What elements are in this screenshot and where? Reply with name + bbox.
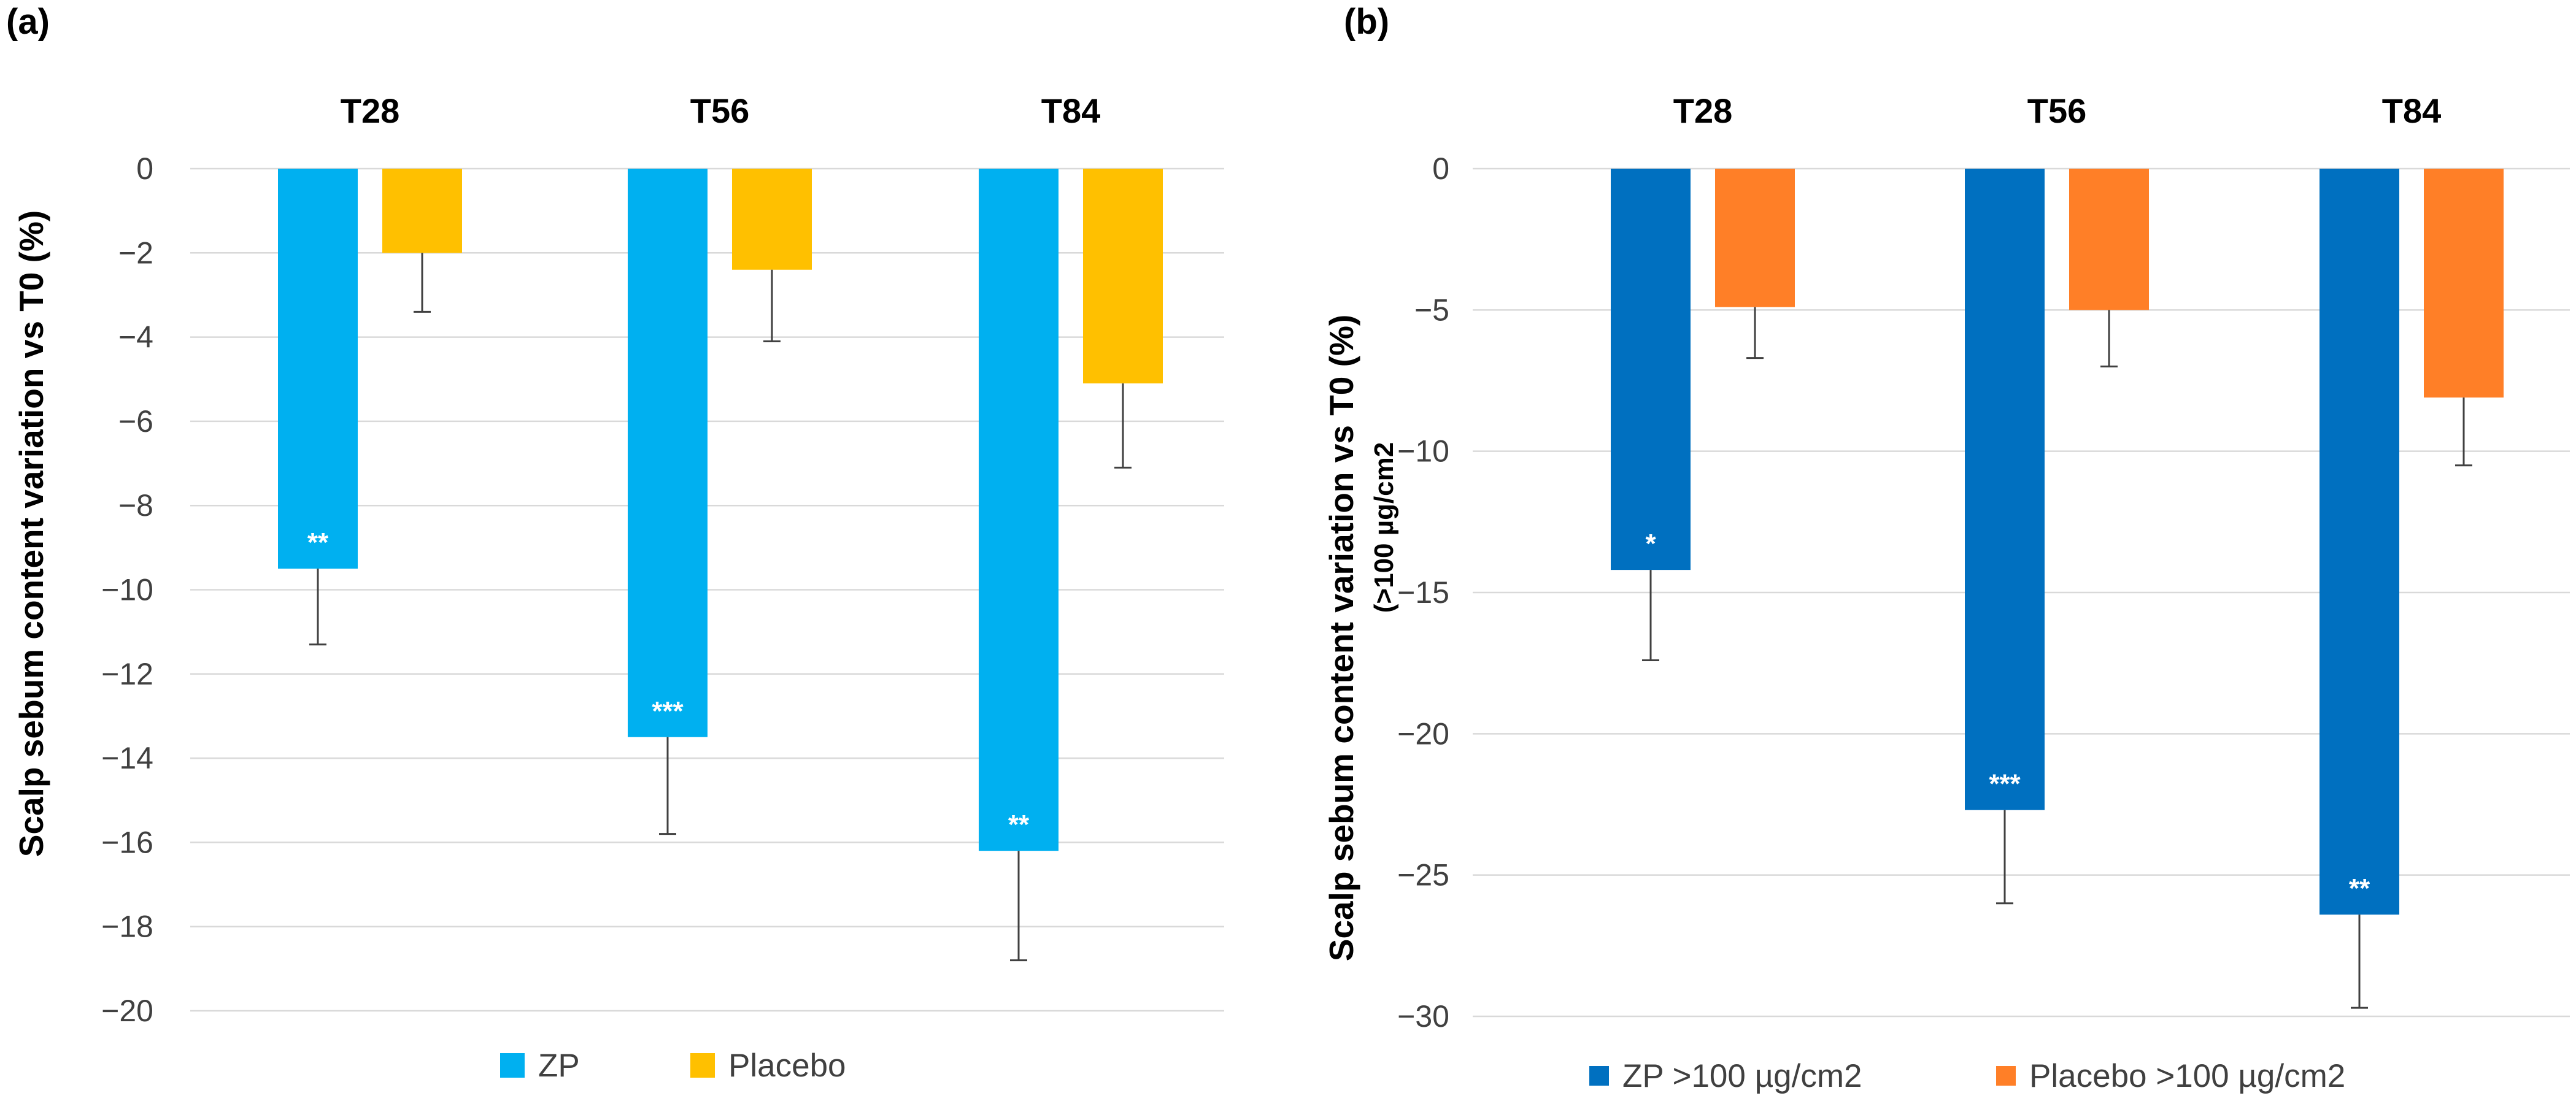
y-tick-label-a-9: −18 — [101, 910, 153, 944]
y-ticks-a: 0 −2 −4 −6 −8 −10 −12 −14 −16 −18 −20 — [101, 152, 153, 1028]
legend-b: ZP >100 µg/cm2 Placebo >100 µg/cm2 — [1589, 1058, 2345, 1094]
legend-item-placebo: Placebo >100 µg/cm2 — [1996, 1058, 2345, 1094]
legend-label-placebo: Placebo — [728, 1048, 846, 1084]
y-tick-label-a-8: −16 — [101, 825, 153, 859]
category-labels-b: T28 T56 T84 — [1673, 91, 2442, 130]
error-bar-zp-t84 — [2351, 915, 2368, 1009]
legend-item-zp: ZP >100 µg/cm2 — [1589, 1058, 1862, 1094]
panel-label-b: (b) — [1344, 2, 1389, 42]
bar-placebo-t28 — [1715, 169, 1795, 307]
bar-zp-t56 — [628, 169, 708, 737]
error-bar-zp-t84 — [1010, 851, 1027, 962]
legend-swatch-zp — [500, 1053, 525, 1078]
y-tick-label-b-3: −15 — [1397, 575, 1449, 610]
y-axis-label-a: Scalp sebum content variation vs T0 (%) — [12, 210, 50, 857]
y-axis-sublabel-b: (>100 µg/cm2 — [1369, 442, 1399, 613]
error-bar-placebo-t28 — [414, 253, 431, 313]
category-label-t84: T84 — [2382, 91, 2442, 130]
significance-zp-t28: ** — [307, 527, 329, 558]
bars-a — [278, 169, 1163, 851]
y-tick-label-b-4: −20 — [1397, 716, 1449, 751]
error-bar-placebo-t28 — [1746, 307, 1764, 359]
category-label-t56: T56 — [2027, 91, 2087, 130]
legend-item-placebo: Placebo — [690, 1048, 846, 1084]
bar-zp-t84 — [979, 169, 1059, 851]
significance-zp-t84: ** — [1008, 810, 1030, 840]
bar-placebo-t28 — [382, 169, 462, 253]
bars-b — [1611, 169, 2504, 915]
significance-labels-b: ****** — [1645, 529, 2370, 903]
error-bar-placebo-t84 — [1114, 383, 1132, 469]
legend-label-placebo: Placebo >100 µg/cm2 — [2029, 1058, 2345, 1094]
y-tick-label-a-7: −14 — [101, 741, 153, 775]
legend-label-zp: ZP >100 µg/cm2 — [1622, 1058, 1862, 1094]
significance-zp-t56: *** — [1989, 769, 2021, 799]
error-bars-b — [1642, 307, 2472, 1009]
legend-swatch-zp — [1589, 1066, 1609, 1086]
significance-zp-t28: * — [1645, 529, 1656, 559]
significance-zp-t56: *** — [652, 696, 684, 726]
chart-panel-a: (a) 0 −2 −4 −6 −8 −10 −12 −14 −16 −18 −20 T28 T56 T8… — [6, 2, 1224, 1084]
category-label-t84: T84 — [1041, 91, 1101, 130]
significance-labels-a: ******* — [307, 527, 1030, 840]
legend-swatch-placebo — [690, 1053, 715, 1078]
y-tick-label-b-5: −25 — [1397, 858, 1449, 892]
error-bar-zp-t28 — [1642, 570, 1659, 662]
chart-panel-b: (b) 0−5−10−15−20−25−30 T28 T56 T84 ****** … — [1322, 2, 2570, 1094]
y-tick-label-a-1: −2 — [118, 236, 153, 270]
legend-swatch-placebo — [1996, 1066, 2016, 1086]
y-tick-label-a-3: −6 — [118, 404, 153, 439]
bar-placebo-t84 — [2424, 169, 2504, 398]
y-tick-label-a-5: −10 — [101, 573, 153, 607]
error-bar-zp-t56 — [1996, 810, 2013, 905]
y-tick-label-b-6: −30 — [1397, 999, 1449, 1034]
y-tick-label-a-10: −20 — [101, 994, 153, 1028]
significance-zp-t84: ** — [2349, 873, 2370, 903]
legend-label-zp: ZP — [538, 1048, 580, 1084]
y-tick-label-a-2: −4 — [118, 320, 153, 355]
error-bar-zp-t28 — [309, 569, 326, 646]
y-tick-label-a-6: −12 — [101, 657, 153, 691]
bar-placebo-t56 — [2069, 169, 2149, 310]
bar-placebo-t84 — [1083, 169, 1163, 384]
error-bars-a — [309, 253, 1132, 962]
y-axis-label-b: Scalp sebum content variation vs T0 (%) — [1322, 315, 1360, 961]
y-tick-label-b-1: −5 — [1414, 293, 1449, 327]
error-bar-placebo-t56 — [2100, 310, 2118, 367]
error-bar-zp-t56 — [659, 737, 676, 835]
y-tick-label-a-4: −8 — [118, 488, 153, 523]
legend-a: ZP Placebo — [500, 1048, 846, 1084]
category-label-t28: T28 — [341, 91, 400, 130]
category-label-t28: T28 — [1673, 91, 1733, 130]
y-ticks-b: 0 −5 −10 −15 −20 −25 −30 — [1397, 152, 1449, 1034]
bar-zp-t28 — [278, 169, 358, 569]
y-tick-label-b-0: 0 — [1432, 152, 1449, 186]
category-labels-a: T28 T56 T84 — [341, 91, 1101, 130]
error-bar-placebo-t84 — [2455, 397, 2472, 467]
error-bar-placebo-t56 — [763, 269, 781, 342]
y-tick-label-a-0: 0 — [136, 152, 153, 186]
panel-label-a: (a) — [6, 2, 50, 42]
bar-zp-t84 — [2320, 169, 2399, 915]
legend-item-zp: ZP — [500, 1048, 580, 1084]
bar-zp-t28 — [1611, 169, 1691, 570]
bar-placebo-t56 — [732, 169, 812, 270]
bar-zp-t56 — [1965, 169, 2045, 810]
category-label-t56: T56 — [690, 91, 750, 130]
y-tick-label-b-2: −10 — [1397, 434, 1449, 469]
